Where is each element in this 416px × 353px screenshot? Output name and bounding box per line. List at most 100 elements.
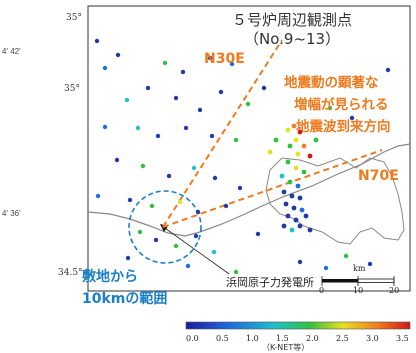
- station-point: [237, 185, 243, 191]
- amplification-note-line-2: 増幅が見られる: [294, 97, 389, 113]
- site-range-label-line-1: 敷地から: [82, 269, 138, 285]
- station-point: [135, 125, 141, 131]
- colorbar-tick: 2.5: [336, 334, 349, 343]
- station-point: [285, 127, 291, 133]
- station-point: [124, 97, 130, 103]
- n30e-label: N30E: [204, 51, 245, 67]
- station-point: [114, 157, 120, 163]
- station-point: [177, 199, 183, 205]
- station-point: [297, 223, 303, 229]
- station-point: [197, 107, 203, 113]
- station-point: [299, 207, 305, 213]
- map-title: ５号炉周辺観測点: [232, 11, 353, 29]
- station-point: [279, 173, 285, 179]
- station-point: [307, 227, 313, 233]
- station-point: [153, 237, 159, 243]
- station-point: [307, 153, 313, 159]
- station-point: [285, 159, 291, 165]
- station-point: [245, 101, 251, 107]
- scale-tick-0: 0: [319, 286, 325, 295]
- colorbar-tick: 1.0: [246, 334, 259, 343]
- colorbar-tick: 3.0: [366, 334, 379, 343]
- station-point: [291, 123, 297, 129]
- colorbar-tick: 3.5: [396, 334, 409, 343]
- n70e-direction-line: [162, 149, 383, 228]
- colorbar-tick: 0.5: [216, 334, 229, 343]
- station-point: [183, 125, 189, 131]
- lat-label-upper: 35°: [66, 13, 82, 23]
- station-point: [193, 233, 199, 239]
- station-point: [289, 193, 295, 199]
- station-point: [287, 143, 293, 149]
- colorbar-tick: 0.0: [186, 334, 199, 343]
- scale-tick-20: 20: [389, 286, 400, 295]
- colorbar: [185, 321, 411, 330]
- station-point: [229, 61, 235, 67]
- plant-label: 浜岡原子力発電所: [224, 274, 316, 290]
- station-point: [166, 173, 172, 179]
- side-label-bottom: 4' 36': [2, 209, 21, 218]
- station-point: [125, 255, 131, 261]
- station-point: [180, 69, 186, 75]
- station-point: [209, 133, 215, 139]
- station-point: [301, 169, 307, 175]
- station-point: [149, 203, 155, 209]
- station-point: [367, 261, 373, 267]
- station-point: [267, 149, 273, 155]
- station-point: [385, 67, 391, 73]
- station-cluster: [267, 123, 319, 233]
- station-point: [211, 249, 217, 255]
- lat-label-34-5: 34.5°: [58, 268, 83, 278]
- station-point: [289, 227, 295, 233]
- station-point: [212, 175, 218, 181]
- station-point: [281, 189, 287, 195]
- colorbar-tick: 1.5: [276, 334, 289, 343]
- land-outline: [265, 157, 405, 245]
- colorbar-tick: 2.0: [306, 334, 319, 343]
- station-point: [287, 179, 293, 185]
- n70e-label: N70E: [358, 168, 399, 184]
- n30e-direction-line: [162, 39, 283, 228]
- amplification-note-line-1: 地震動の顕著な: [284, 75, 379, 91]
- scale-bar: [321, 276, 395, 286]
- colorbar-caption: （K-NET等）: [262, 343, 310, 352]
- station-point: [349, 115, 355, 121]
- station-point: [137, 229, 143, 235]
- station-point: [293, 137, 299, 143]
- side-label-top: 4' 42': [2, 47, 21, 56]
- scale-unit: km: [353, 264, 366, 273]
- station-points: [94, 38, 391, 275]
- station-point: [293, 165, 299, 171]
- station-point: [195, 209, 201, 215]
- amplification-note-line-3: 地震波到来方向: [296, 119, 391, 135]
- station-point: [185, 263, 191, 269]
- station-point: [285, 213, 291, 219]
- station-point: [283, 201, 289, 207]
- plant-pointer-line: [161, 225, 233, 277]
- station-point: [343, 253, 349, 259]
- station-point: [301, 143, 307, 149]
- station-point: [145, 85, 151, 91]
- station-point: [95, 193, 101, 199]
- map-subtitle: （No.9~13）: [244, 30, 341, 48]
- station-point: [327, 105, 333, 111]
- station-point: [293, 217, 299, 223]
- station-point: [140, 163, 146, 169]
- station-point: [173, 243, 179, 249]
- station-point: [155, 133, 161, 139]
- station-point: [297, 195, 303, 201]
- station-point: [261, 85, 267, 91]
- map-frame: [87, 5, 411, 292]
- station-point: [173, 95, 179, 101]
- station-point: [102, 124, 108, 130]
- station-point: [191, 165, 197, 171]
- station-point: [291, 205, 297, 211]
- lat-label-35: 35°: [64, 84, 80, 94]
- scale-tick-10: 10: [353, 286, 364, 295]
- station-point: [281, 223, 287, 229]
- station-point: [303, 213, 309, 219]
- station-point: [323, 265, 329, 271]
- station-point: [218, 89, 224, 95]
- station-point: [273, 137, 279, 143]
- station-point: [295, 183, 301, 189]
